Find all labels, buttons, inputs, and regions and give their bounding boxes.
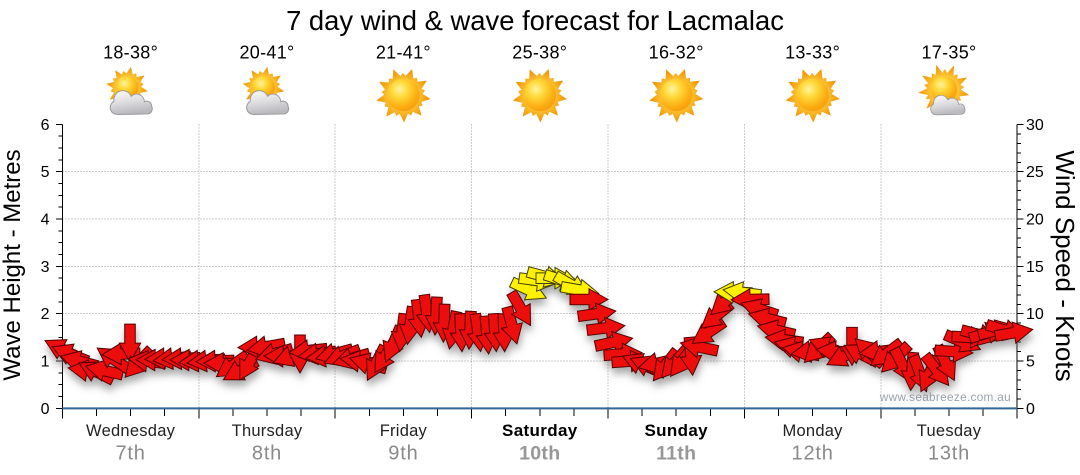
svg-text:25: 25 <box>1026 164 1044 181</box>
svg-text:7 day wind & wave forecast for: 7 day wind & wave forecast for Lacmalac <box>286 5 784 36</box>
svg-text:18-38°: 18-38° <box>103 43 158 63</box>
svg-text:13-33°: 13-33° <box>785 43 840 63</box>
svg-text:8th: 8th <box>252 443 282 465</box>
svg-text:Monday: Monday <box>782 422 843 440</box>
svg-text:Friday: Friday <box>380 422 428 440</box>
svg-text:Wednesday: Wednesday <box>86 422 176 440</box>
svg-text:7th: 7th <box>115 443 145 465</box>
svg-text:20: 20 <box>1026 212 1044 229</box>
svg-text:25-38°: 25-38° <box>512 43 567 63</box>
svg-text:Tuesday: Tuesday <box>917 422 982 440</box>
svg-text:6: 6 <box>41 117 50 134</box>
svg-text:12th: 12th <box>792 443 834 465</box>
svg-text:4: 4 <box>41 212 50 229</box>
svg-text:5: 5 <box>1026 354 1035 371</box>
svg-text:0: 0 <box>1026 401 1035 418</box>
svg-text:Wind Speed - Knots: Wind Speed - Knots <box>1050 150 1080 381</box>
svg-text:Sunday: Sunday <box>644 421 708 440</box>
svg-text:5: 5 <box>41 164 50 181</box>
svg-text:10: 10 <box>1026 306 1044 323</box>
svg-text:Thursday: Thursday <box>232 422 303 440</box>
svg-text:Wave Height - Metres: Wave Height - Metres <box>0 149 26 380</box>
svg-text:Saturday: Saturday <box>502 421 578 440</box>
svg-text:10th: 10th <box>519 443 560 465</box>
svg-text:13th: 13th <box>928 443 970 465</box>
svg-text:2: 2 <box>41 306 50 323</box>
svg-text:9th: 9th <box>388 443 418 465</box>
svg-text:20-41°: 20-41° <box>239 43 294 63</box>
svg-text:17-35°: 17-35° <box>921 43 976 63</box>
svg-text:15: 15 <box>1026 259 1044 276</box>
svg-text:www.seabreeze.com.au: www.seabreeze.com.au <box>879 390 1011 404</box>
svg-text:30: 30 <box>1026 117 1044 134</box>
svg-text:11th: 11th <box>656 443 696 465</box>
svg-text:0: 0 <box>41 401 50 418</box>
svg-text:3: 3 <box>41 259 50 276</box>
svg-text:1: 1 <box>41 354 50 371</box>
svg-text:16-32°: 16-32° <box>649 43 704 63</box>
svg-text:21-41°: 21-41° <box>376 43 431 63</box>
